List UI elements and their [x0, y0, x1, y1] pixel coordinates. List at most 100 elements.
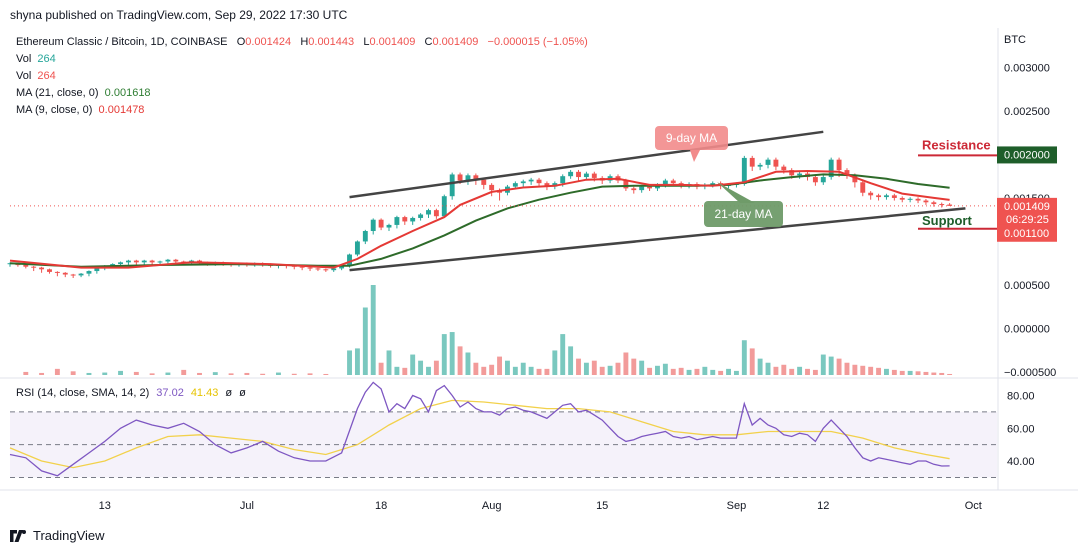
ma9-line [9, 169, 950, 269]
symbol-title[interactable]: Ethereum Classic / Bitcoin, 1D, COINBASE [16, 36, 228, 48]
candle-body [402, 217, 408, 222]
volume-bar [789, 368, 795, 375]
current-price-badge-text: 0.001409 [1004, 201, 1050, 213]
volume-bar [576, 358, 581, 375]
volume-bar [133, 371, 139, 375]
volume-bar [347, 350, 352, 375]
volume-bar [884, 368, 889, 375]
candle-body [489, 184, 495, 191]
time-axis-label: 12 [817, 500, 829, 512]
rsi-extra-value: ø [225, 387, 232, 399]
footer-brand[interactable]: TradingView [10, 528, 105, 543]
volume-bar [860, 365, 866, 375]
candle-body [710, 183, 716, 185]
time-axis-label: Jul [240, 500, 254, 512]
volume-label[interactable]: Vol [16, 70, 32, 82]
support-label: Support [922, 213, 972, 228]
volume-bar [899, 370, 905, 375]
candle-body [47, 269, 52, 272]
candle-body [860, 182, 866, 193]
open-label: O [236, 36, 246, 48]
volume-bar [457, 346, 463, 375]
candle-body [939, 204, 945, 206]
candle-body [528, 179, 534, 182]
candle-body [31, 266, 37, 268]
rsi-axis-label: 40.00 [1007, 456, 1035, 468]
candle-body [947, 204, 953, 206]
candle-body [157, 261, 163, 263]
candle-body [39, 267, 45, 270]
candle-body [465, 175, 471, 181]
volume-bar [702, 366, 708, 375]
volume-value: 264 [37, 53, 56, 65]
volume-bar [433, 360, 439, 375]
volume-bar [394, 366, 400, 375]
channel-upper-line [349, 130, 824, 199]
axes: 0.0030000.0025000.0015000.0005000.000000… [99, 62, 1057, 512]
current-price-badge [997, 197, 1057, 228]
volume-bar [528, 366, 534, 375]
tradingview-logo-icon [10, 529, 26, 542]
ma21-value: 0.001618 [104, 87, 151, 99]
volume-bar [615, 362, 621, 375]
ma9-label[interactable]: MA (9, close, 0) [16, 104, 93, 116]
candle-body [583, 173, 589, 178]
candle-body [749, 157, 755, 167]
candle-body [426, 210, 431, 215]
volume-bar [426, 366, 431, 375]
volume-bar [473, 362, 479, 375]
time-axis-label: Sep [727, 500, 747, 512]
candle-body [923, 200, 929, 203]
candle-body [149, 260, 155, 263]
price-axis-label: 0.003000 [1004, 62, 1050, 74]
candle-body [94, 268, 100, 272]
candle-body [70, 274, 76, 276]
time-axis-label: 18 [375, 500, 387, 512]
rsi-axis-label: 80.00 [1007, 390, 1035, 402]
candle-body [339, 265, 345, 269]
volume-bar [181, 369, 187, 375]
volume-label[interactable]: Vol [16, 53, 32, 65]
ma21-callout-box [704, 201, 783, 227]
volume-bar [70, 371, 76, 375]
candle-body [931, 202, 937, 205]
candle-body [141, 260, 147, 263]
candle-body [410, 217, 416, 222]
ma21-label[interactable]: MA (21, close, 0) [16, 87, 99, 99]
candle-body [623, 180, 629, 189]
high-label: H [300, 36, 309, 48]
volume-bar [244, 372, 250, 375]
volume-bar [370, 285, 376, 375]
candle-body [173, 259, 179, 262]
candle-body [670, 180, 676, 184]
candle-body [568, 171, 574, 177]
volume-bar [749, 348, 755, 375]
time-axis-label: 15 [596, 500, 608, 512]
volume-bar [402, 367, 408, 375]
candle-body [891, 195, 897, 198]
candle-body [86, 271, 92, 274]
support-price-badge [997, 224, 1057, 242]
volume-bar [741, 340, 747, 375]
volume-bar [536, 368, 542, 375]
volume-bar [410, 354, 416, 375]
volume-bar [923, 371, 929, 375]
volume-bar [149, 373, 155, 375]
candle-body [639, 186, 645, 191]
rsi-line [9, 381, 950, 477]
volume-bar [678, 367, 684, 375]
volume-bar [497, 356, 502, 375]
rsi-axis-label: 60.00 [1007, 423, 1035, 435]
candle-body [370, 219, 376, 232]
volume-bar [260, 373, 266, 375]
currency-label[interactable]: BTC [1004, 34, 1026, 46]
candle-body [78, 273, 84, 276]
grid [0, 28, 1078, 491]
volume-bar [639, 360, 645, 375]
candle-body [907, 198, 913, 200]
volume-bar [378, 362, 384, 375]
volume-bar [805, 368, 810, 375]
candle-body [741, 157, 747, 185]
candle-body [331, 268, 337, 271]
